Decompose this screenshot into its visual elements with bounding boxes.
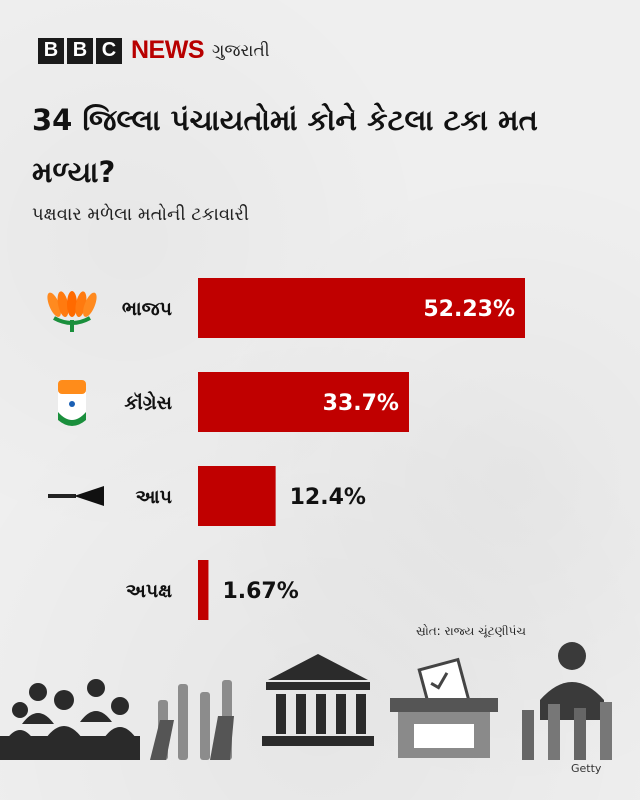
bar-2 — [198, 372, 409, 432]
bar-3 — [198, 466, 276, 526]
broom-icon — [48, 486, 104, 506]
bbc-letter-b1: B — [38, 37, 64, 64]
hand-icon — [58, 380, 86, 426]
bbc-letter-b2: B — [67, 37, 93, 64]
language-label: ગુજરાતી — [212, 40, 270, 61]
ballot-box-icon — [390, 657, 498, 758]
lotus-icon — [47, 291, 97, 332]
source-note: સ્રોત: રાજ્ય ચૂંટણીપંચ — [416, 624, 527, 638]
category-label: અપક્ષ — [126, 580, 172, 602]
government-building-icon — [262, 654, 374, 746]
category-label: આપ — [136, 486, 173, 508]
value-label: 1.67% — [222, 579, 298, 604]
chart-subtitle: પક્ષવાર મળેલા મતોની ટકાવારી — [32, 204, 249, 225]
illustration-strip — [0, 642, 612, 760]
photo-credit: Getty — [571, 762, 602, 775]
chart-title: 34 જિલ્લા પંચાયતોમાં કોને કેટલા ટકા મત મ… — [32, 103, 538, 189]
category-label: કૉંગ્રેસ — [124, 391, 172, 414]
bar-chart: ભાજપ 52.23% કૉંગ્રેસ 33.7% આપ 12.4% અપક્ષ 1.67% — [47, 278, 525, 620]
bar-4 — [198, 560, 209, 620]
news-wordmark: NEWS — [131, 36, 205, 64]
value-label: 12.4% — [290, 485, 366, 510]
bar-1 — [198, 278, 525, 338]
bbc-news-gujarati-logo: B B C NEWS ગુજરાતી — [38, 36, 270, 65]
value-label: 33.7% — [323, 391, 399, 416]
raised-hands-icon — [150, 680, 234, 760]
voter-crowd-icon — [522, 642, 612, 760]
category-label: ભાજપ — [122, 298, 172, 320]
value-label: 52.23% — [423, 297, 515, 322]
bbc-letter-c: C — [96, 37, 122, 64]
crowd-silhouettes-icon — [0, 679, 140, 760]
